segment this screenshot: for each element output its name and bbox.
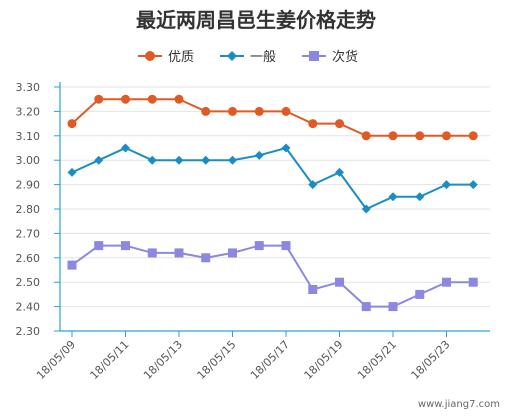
- data-point: [94, 241, 104, 251]
- data-point: [94, 94, 104, 104]
- x-tick-label: 18/05/23: [408, 338, 452, 382]
- y-tick-label: 2.70: [16, 227, 41, 240]
- data-point: [174, 155, 184, 165]
- y-tick-label: 2.60: [16, 252, 41, 265]
- data-point: [201, 106, 211, 116]
- legend-label: 一般: [250, 49, 276, 65]
- data-point: [281, 106, 291, 116]
- x-tick-label: 18/05/21: [355, 338, 399, 382]
- x-tick-label: 18/05/17: [248, 338, 292, 382]
- data-point: [174, 94, 184, 104]
- data-point: [415, 289, 425, 299]
- data-point: [415, 131, 425, 141]
- data-point: [442, 180, 451, 190]
- data-point: [147, 248, 157, 258]
- data-point: [121, 94, 130, 104]
- legend: 优质 一般 次货: [138, 49, 358, 65]
- data-point: [201, 253, 211, 263]
- y-tick-label: 3.10: [16, 130, 41, 143]
- data-point: [174, 248, 184, 258]
- data-point: [468, 277, 478, 287]
- data-point: [67, 167, 77, 177]
- data-point: [308, 180, 318, 190]
- x-tick-label: 18/05/11: [87, 338, 131, 382]
- data-point: [94, 155, 104, 165]
- x-tick-label: 18/05/13: [141, 338, 185, 382]
- data-point: [67, 119, 77, 129]
- chart-title: 最近两周昌邑生姜价格走势: [136, 8, 376, 32]
- data-point: [361, 131, 371, 141]
- y-tick-label: 3.00: [16, 154, 41, 167]
- legend-marker: [309, 51, 319, 61]
- data-point: [281, 241, 291, 251]
- x-tick-label: 18/05/09: [34, 338, 78, 382]
- series-line: [71, 98, 474, 137]
- data-point: [201, 155, 211, 165]
- data-point: [308, 285, 318, 295]
- data-point: [147, 155, 157, 165]
- series-group: [67, 94, 478, 312]
- data-point: [281, 143, 291, 153]
- y-tick-label: 2.30: [16, 325, 41, 338]
- axes: 3.30 3.20 3.10 3.00 2.90 2.80 2.70 2.60 2.50 2.40…: [16, 81, 490, 382]
- data-point: [308, 119, 318, 129]
- x-tick-label: 18/05/19: [301, 338, 345, 382]
- data-point: [67, 260, 77, 270]
- data-point: [121, 143, 130, 153]
- legend-marker: [227, 51, 237, 61]
- data-point: [228, 155, 237, 165]
- data-point: [415, 192, 425, 202]
- data-point: [361, 204, 371, 214]
- data-point: [335, 277, 344, 287]
- data-point: [442, 131, 451, 141]
- series-line: [71, 146, 474, 211]
- y-tick-label: 2.40: [16, 301, 41, 314]
- y-tick-label: 3.30: [16, 81, 41, 94]
- watermark: www.jiang7.com: [418, 399, 500, 410]
- legend-label: 次货: [332, 49, 358, 65]
- y-tick-label: 2.90: [16, 179, 41, 192]
- data-point: [468, 180, 478, 190]
- data-point: [147, 94, 157, 104]
- y-tick-label: 2.80: [16, 203, 41, 216]
- data-point: [388, 131, 398, 141]
- data-point: [228, 106, 237, 116]
- legend-label: 优质: [168, 50, 194, 65]
- legend-marker: [145, 51, 155, 61]
- data-point: [228, 248, 237, 258]
- data-point: [254, 241, 264, 251]
- data-point: [388, 302, 398, 312]
- data-point: [468, 131, 478, 141]
- data-point: [254, 150, 264, 160]
- x-tick-label: 18/05/15: [194, 338, 238, 382]
- series-line: [71, 244, 474, 308]
- data-point: [121, 241, 130, 251]
- data-point: [442, 277, 451, 287]
- y-tick-label: 3.20: [16, 105, 41, 118]
- grid-lines: [60, 86, 490, 332]
- y-tick-label: 2.50: [16, 276, 41, 289]
- data-point: [388, 192, 398, 202]
- data-point: [335, 167, 344, 177]
- data-point: [335, 119, 344, 129]
- data-point: [254, 106, 264, 116]
- data-point: [361, 302, 371, 312]
